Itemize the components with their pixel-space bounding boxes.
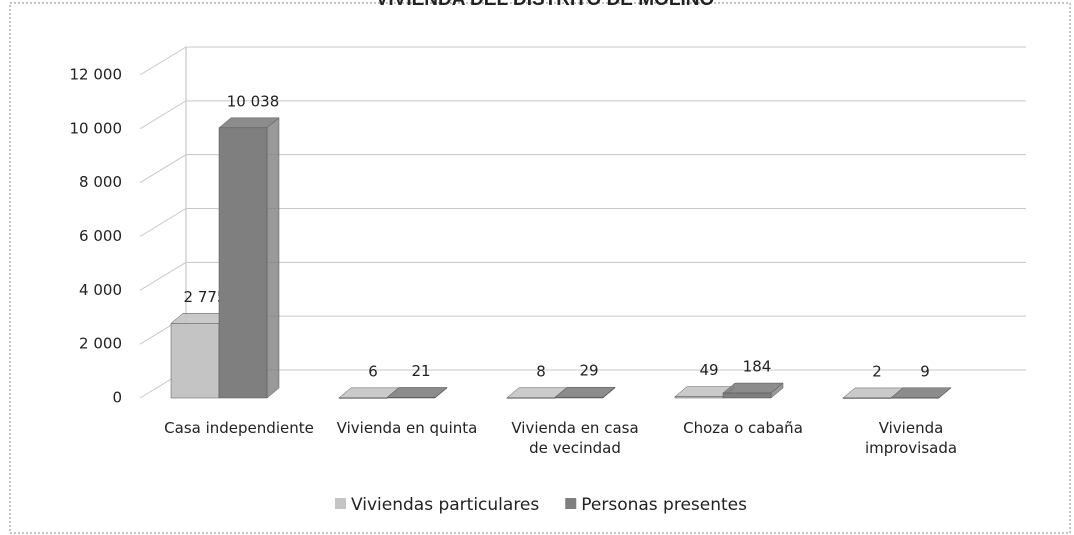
x-tick-line: Vivienda en casa xyxy=(511,419,638,437)
x-tick-line: de vecindad xyxy=(529,439,621,457)
y-tick-label: 10 000 xyxy=(70,119,123,137)
y-tick-label: 6 000 xyxy=(79,227,122,245)
grid-line xyxy=(139,100,1026,130)
bar xyxy=(890,397,940,399)
grid-line xyxy=(139,154,1026,184)
grid-line xyxy=(139,46,1026,76)
bar xyxy=(842,397,892,399)
bar xyxy=(386,397,436,399)
bar xyxy=(338,397,388,399)
y-tick-label: 0 xyxy=(112,389,122,407)
x-tick-label: Casa independiente xyxy=(164,419,314,437)
bar-side xyxy=(266,117,280,399)
value-label: 8 xyxy=(536,362,546,380)
chart-title: VIVIENDA DEL DISTRITO DE MOLINO xyxy=(376,0,715,10)
y-tick-label: 12 000 xyxy=(70,66,123,84)
legend-label: Viviendas particulares xyxy=(351,495,539,515)
chart-border xyxy=(9,2,1071,534)
bar xyxy=(674,396,724,399)
x-tick-label: Choza o cabaña xyxy=(683,419,803,437)
value-label: 10 038 xyxy=(227,92,280,110)
x-tick-label: Vivienda improvisada xyxy=(865,419,957,457)
legend-swatch xyxy=(565,498,577,509)
value-label: 2 xyxy=(872,362,882,380)
value-label: 9 xyxy=(920,362,930,380)
bar xyxy=(506,397,556,399)
y-tick-label: 2 000 xyxy=(79,335,122,353)
value-label: 49 xyxy=(699,361,718,379)
grid-line xyxy=(139,208,1026,237)
grid-line xyxy=(139,261,1026,291)
x-tick-line: Casa independiente xyxy=(164,419,314,437)
bar xyxy=(218,127,268,399)
y-tick-label: 4 000 xyxy=(79,281,122,299)
x-tick-line: Vivienda en quinta xyxy=(337,419,478,437)
value-label: 21 xyxy=(411,362,430,380)
value-label: 29 xyxy=(579,362,598,380)
value-label: 2 775 xyxy=(184,288,227,306)
x-tick-line: Vivienda xyxy=(879,419,944,437)
bar xyxy=(554,396,604,399)
value-label: 6 xyxy=(368,362,378,380)
x-tick-line: improvisada xyxy=(865,439,957,457)
x-tick-line: Choza o cabaña xyxy=(683,419,803,437)
legend-swatch xyxy=(335,498,346,509)
x-tick-label: Vivienda en quinta xyxy=(337,419,478,437)
y-tick-label: 8 000 xyxy=(79,173,122,191)
x-tick-label: Vivienda en casa de vecindad xyxy=(511,419,638,457)
value-label: 184 xyxy=(743,358,772,376)
legend-label: Personas presentes xyxy=(581,495,747,515)
bar xyxy=(170,323,220,399)
bar xyxy=(722,392,772,399)
